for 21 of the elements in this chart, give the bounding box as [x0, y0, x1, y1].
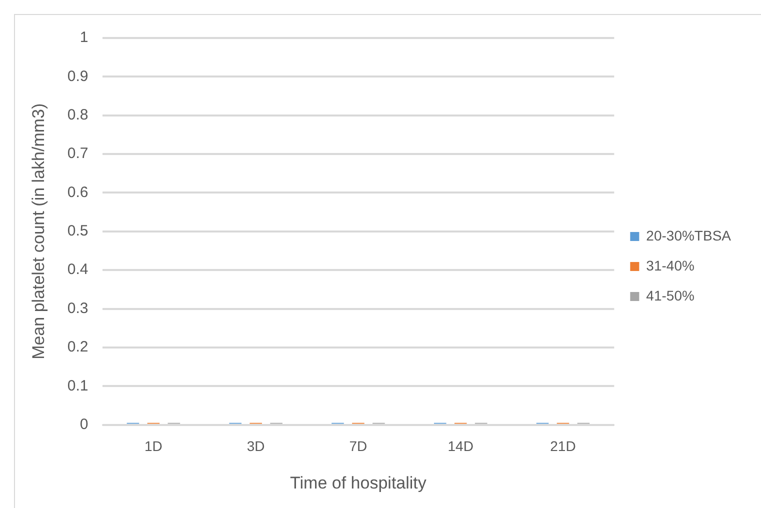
x-tick-label: 14D [448, 438, 474, 454]
y-tick-label: 1 [80, 29, 88, 46]
x-tick-label: 21D [550, 438, 576, 454]
x-tick-label: 7D [349, 438, 368, 454]
y-tick-label: 0.7 [67, 145, 88, 162]
legend-label: 20-30%TBSA [646, 227, 732, 244]
x-axis-title: Time of hospitality [290, 473, 427, 492]
y-tick-label: 0 [80, 416, 88, 433]
x-tick-label: 3D [246, 438, 265, 454]
y-tick-label: 0.2 [67, 338, 88, 356]
y-tick-label: 0.3 [67, 300, 88, 317]
y-tick-label: 0.9 [67, 68, 88, 85]
x-tick-label: 1D [144, 438, 162, 454]
legend-label: 41-50% [646, 287, 694, 304]
y-tick-label: 0.5 [67, 222, 88, 240]
y-tick-label: 0.1 [67, 377, 88, 394]
y-axis-title: Mean platelet count (in lakh/mm3) [28, 103, 48, 360]
y-tick-label: 0.6 [67, 184, 88, 201]
legend-label: 31-40% [646, 257, 694, 274]
y-tick-label: 0.4 [67, 261, 88, 278]
y-tick-label: 0.8 [67, 106, 88, 124]
